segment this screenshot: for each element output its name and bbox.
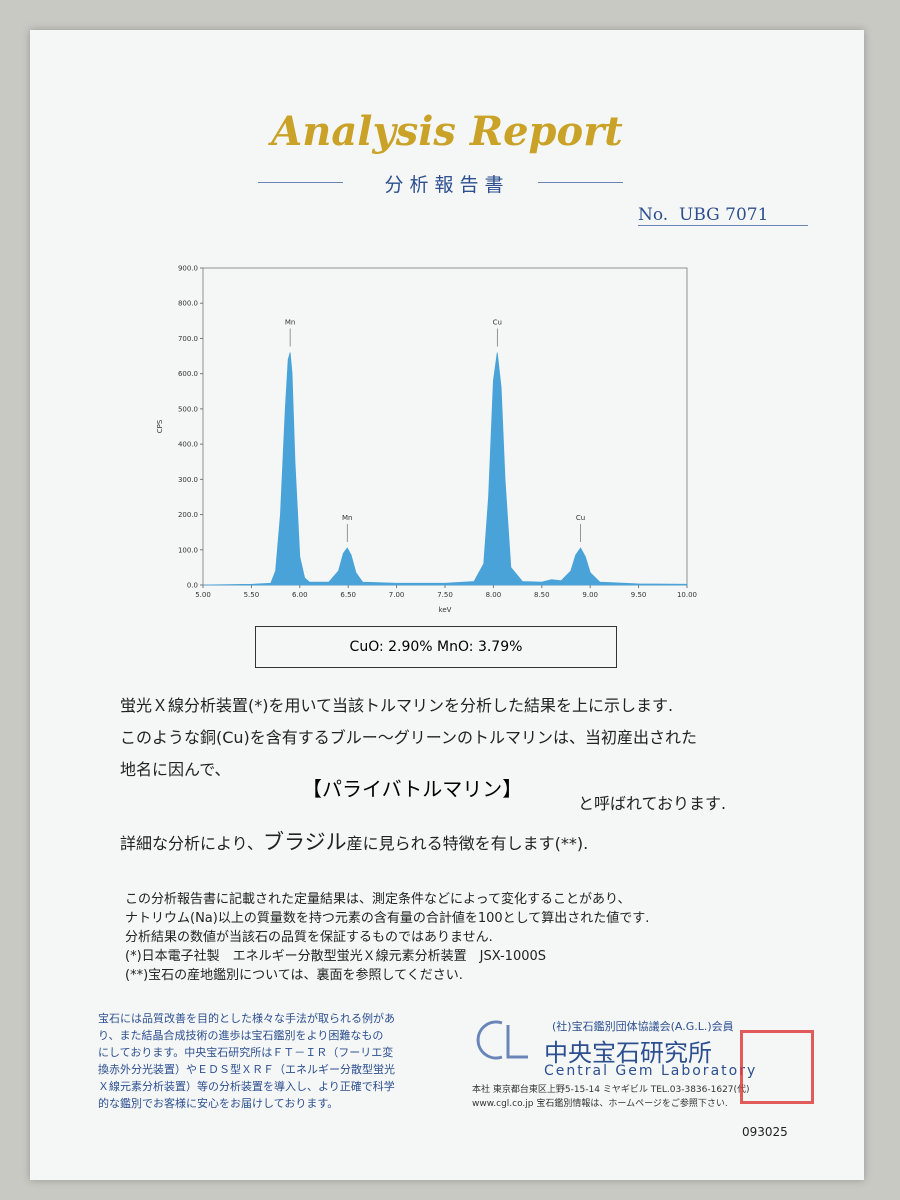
website: www.cgl.co.jp 宝石鑑別情報は、ホームページをご参照下さい. [472,1099,728,1109]
title: Analysis Report [271,108,623,155]
serial: 093025 [742,1125,788,1139]
cgl-logo [476,1020,528,1060]
y-tick-label: 600.0 [178,370,198,378]
x-tick-label: 10.00 [677,591,697,599]
x-tick-label: 6.00 [292,591,308,599]
text: 詳細な分析により、 [120,834,264,853]
x-tick-label: 7.00 [389,591,405,599]
peak-label: Mn [285,319,295,327]
rule [538,182,623,183]
lab-name: 中央宝石研究所 [544,1039,712,1067]
y-tick-label: 300.0 [178,476,198,484]
x-tick-label: 9.50 [631,591,647,599]
lab-name-en: Central Gem Laboratory [544,1063,758,1079]
spectrum-chart: 0.0 100.0 200.0 300.0 400.0 500.0 600.0 700.0 80… [156,265,697,615]
note-line: この分析報告書に記載された定量結果は、測定条件などによって変化することがあり、 [125,892,631,907]
body-line: 詳細な分析により、ブラジル産に見られる特徴を有します(**). [120,826,588,856]
x-tick-label: 8.00 [486,591,502,599]
note-line: (**)宝石の産地鑑別については、裏面を参照してください. [125,968,463,983]
x-tick-label: 5.50 [244,591,260,599]
x-tick-label: 9.00 [582,591,598,599]
seal [740,1030,814,1104]
x-tick-label: 8.50 [534,591,550,599]
x-tick-label: 7.50 [437,591,453,599]
body-line: 地名に因んで、 [120,760,231,779]
y-tick-label: 100.0 [178,546,198,554]
x-tick-label: 6.50 [340,591,356,599]
peak-label: Cu [576,514,585,522]
plot-frame [202,267,688,586]
number-label: No. [638,205,669,225]
note-line: ナトリウム(Na)以上の質量数を持つ元素の含有量の合計値を100として算出された… [125,911,650,926]
spectrum-area [202,352,688,586]
body-line: このような銅(Cu)を含有するブルー〜グリーンのトルマリンは、当初産出された [120,728,697,747]
y-tick-label: 0.0 [187,582,198,590]
body-line: と呼ばれております. [578,794,727,813]
rule [258,182,343,183]
subtitle: 分析報告書 [384,174,510,196]
disclaimer-line: 換赤外分光装置）やＥＤＳ型ＸＲＦ（エネルギー分散型蛍光 [98,1063,395,1076]
report-number: No. UBG 7071 [638,205,808,226]
number: UBG 7071 [679,205,769,225]
disclaimer-line: 的な鑑別でお客様に安心をお届けしております。 [98,1097,339,1110]
disclaimer-line: にしております。中央宝石研究所はＦＴ－ＩＲ（フーリエ変 [98,1046,394,1059]
body-line: 蛍光Ｘ線分析装置(*)を用いて当該トルマリンを分析した結果を上に示します. [120,696,674,715]
address: 本社 東京都台東区上野5-15-14 ミヤギビル TEL.03-3836-162… [472,1085,750,1095]
y-tick-label: 500.0 [178,405,198,413]
y-tick-label: 900.0 [178,265,198,273]
origin: ブラジル [263,830,347,854]
disclaimer-line: 宝石には品質改善を目的とした様々な手法が取られる例があ [98,1012,395,1025]
association: (社)宝石鑑別団体協議会(A.G.L.)会員 [552,1020,734,1033]
y-tick-label: 400.0 [178,441,198,449]
peak-label: Mn [342,514,352,522]
y-tick-label: 800.0 [178,300,198,308]
y-axis-label: CPS [156,419,164,433]
note-line: (*)日本電子社製 エネルギー分散型蛍光Ｘ線元素分析装置 JSX-1000S [125,949,547,964]
stone-name: 【パライバトルマリン】 [302,777,523,801]
x-axis-label: keV [439,606,452,614]
y-tick-label: 700.0 [178,335,198,343]
y-tick-label: 200.0 [178,511,198,519]
x-tick-label: 5.00 [195,591,211,599]
note-line: 分析結果の数値が当該石の品質を保証するものではありません. [125,930,493,945]
disclaimer-line: Ｘ線元素分析装置）等の分析装置を導入し、より正確で科学 [98,1080,395,1093]
text: 産に見られる特徴を有します(**). [346,834,589,853]
report-paper: Analysis Report 分析報告書 No. UBG 7071 0.0 10… [30,30,864,1180]
disclaimer-line: り、また結晶合成技術の進歩は宝石鑑別をより困難なもの [98,1029,384,1042]
peak-label: Cu [493,319,502,327]
result-box: CuO: 2.90% MnO: 3.79% [255,626,617,668]
